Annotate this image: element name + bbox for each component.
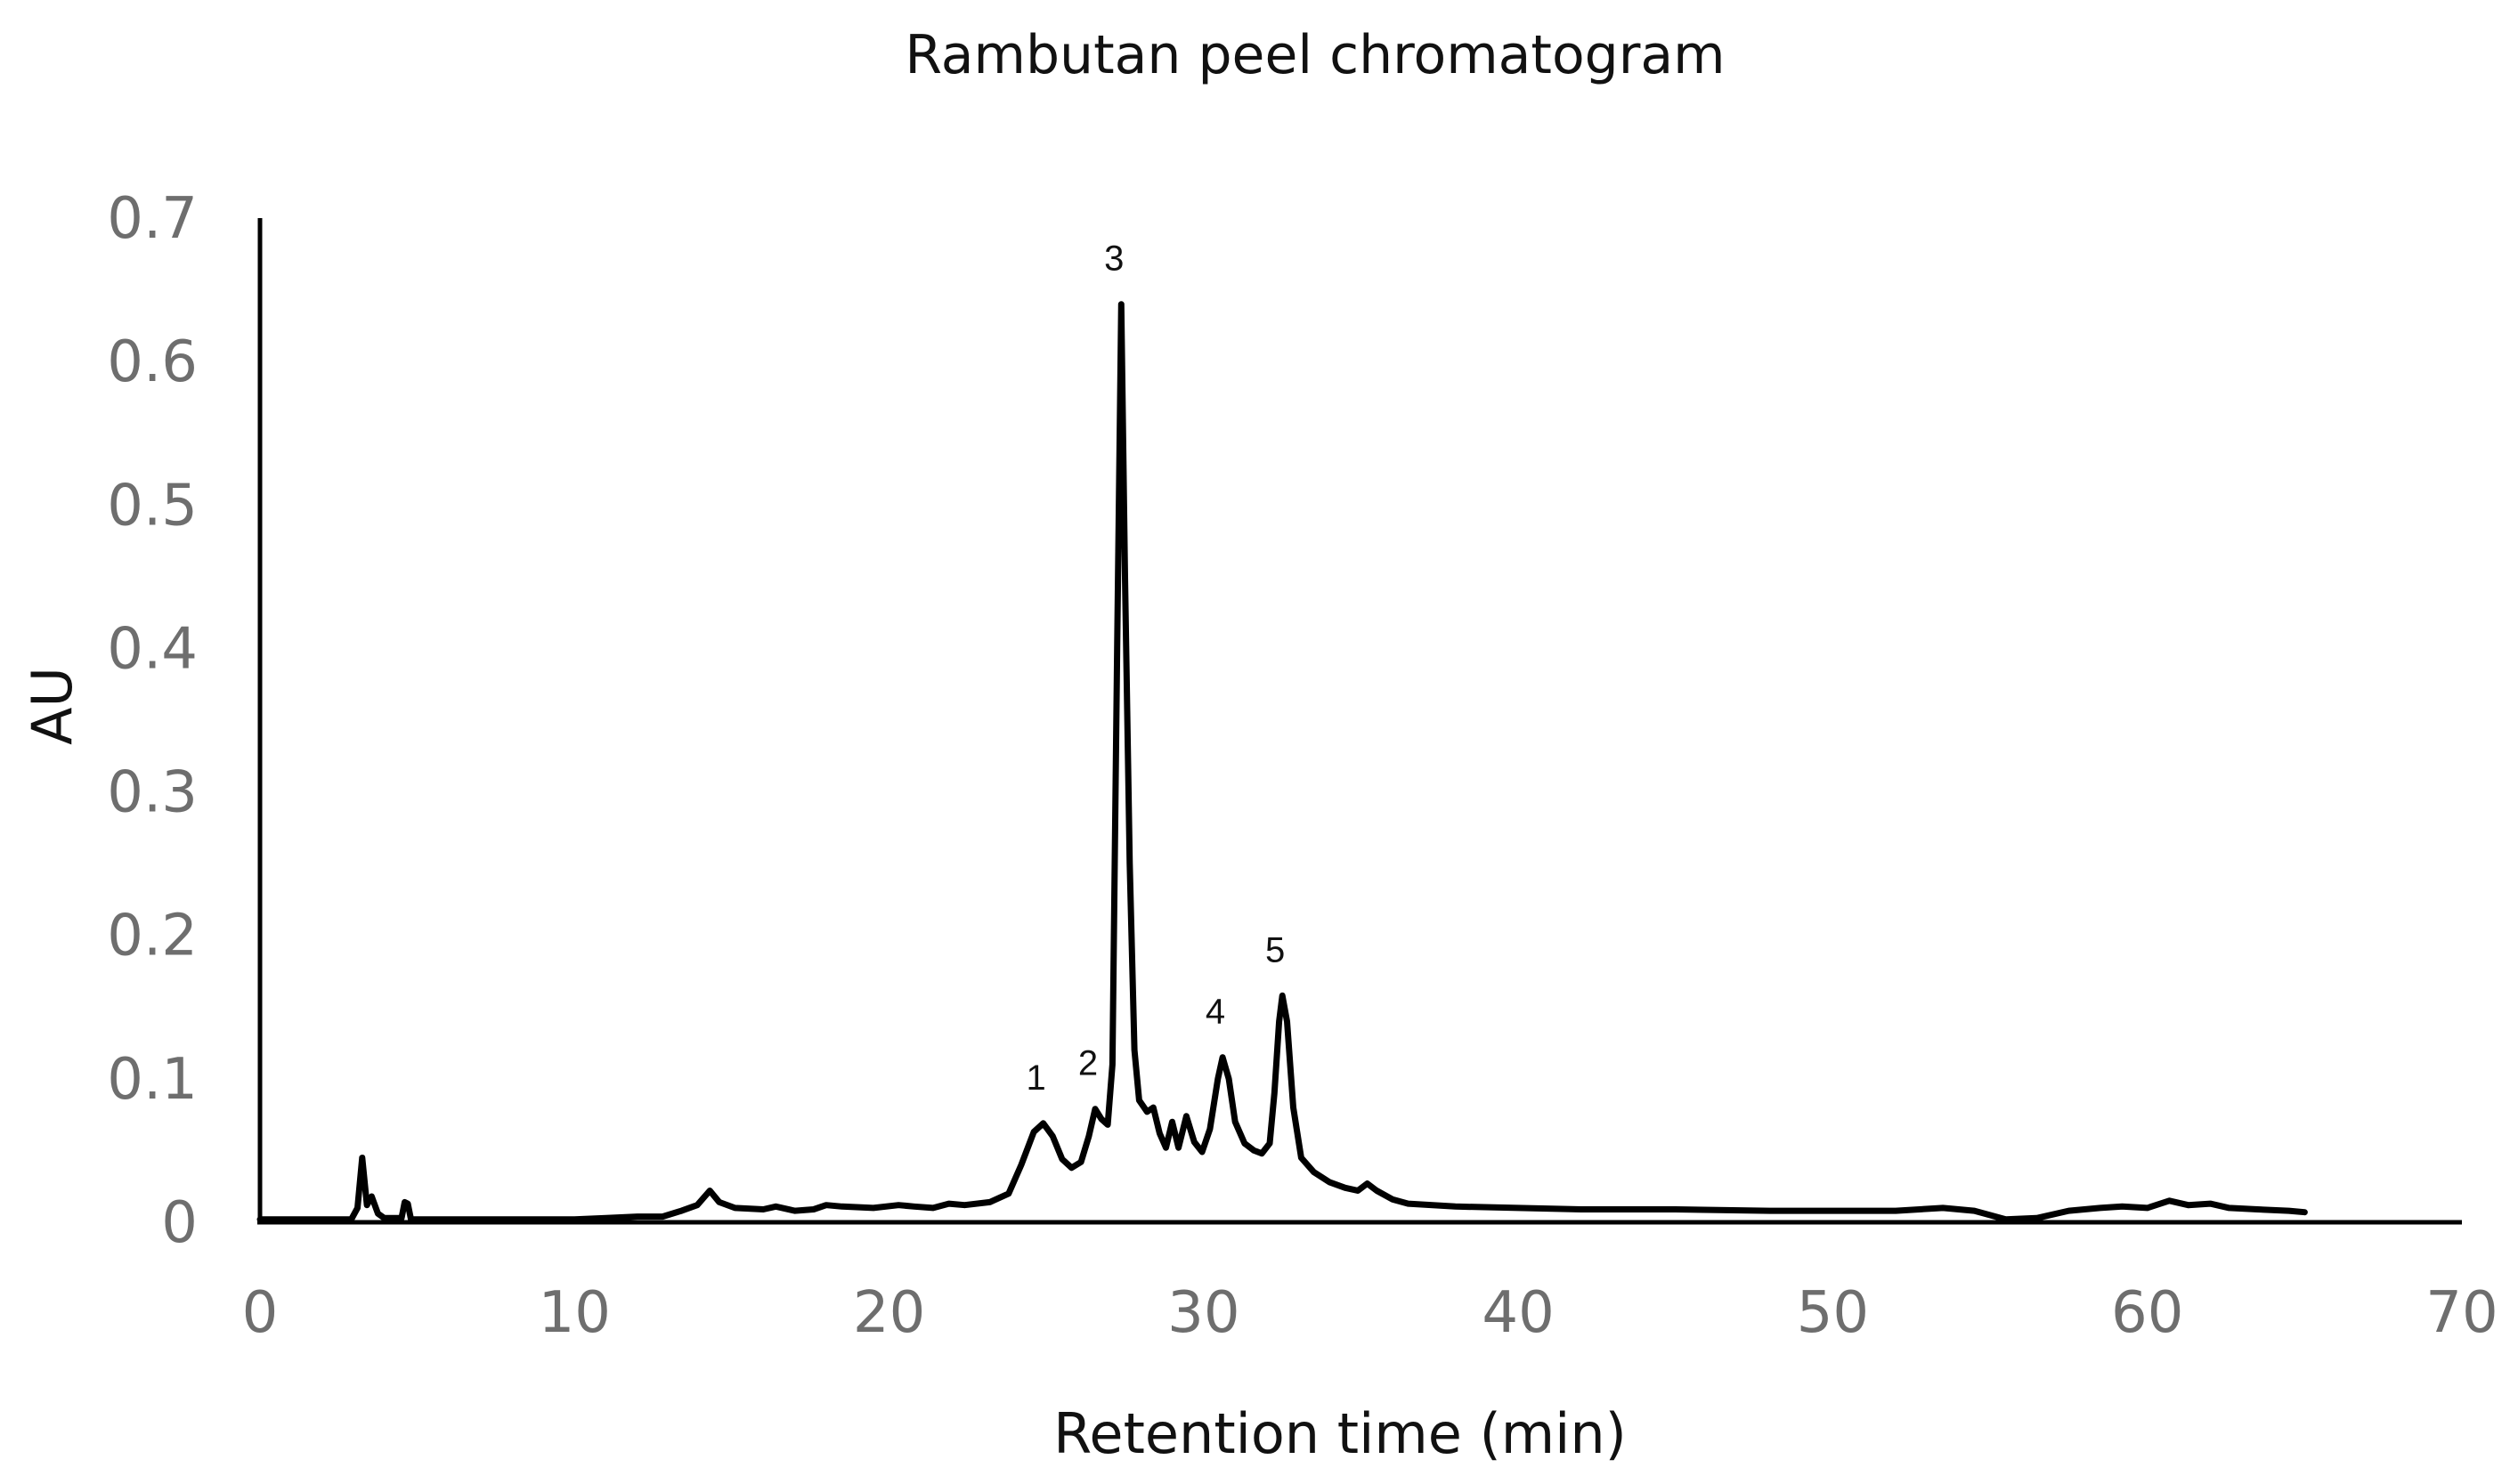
y-tick-label: 0 [161,1190,198,1256]
y-tick-label: 0.1 [107,1047,198,1113]
x-tick-label: 10 [539,1280,611,1346]
y-tick-label: 0.2 [107,904,198,969]
x-tick-label: 0 [242,1280,279,1346]
peak-labels: 1 2 3 4 5 [1027,239,1286,1098]
x-tick-label: 20 [853,1280,925,1346]
peak-label-5: 5 [1265,930,1285,969]
peak-label-1: 1 [1027,1058,1046,1098]
y-axis-tick-labels: 0 0.1 0.2 0.3 0.4 0.5 0.6 0.7 [107,186,198,1256]
peak-label-2: 2 [1078,1044,1098,1083]
y-axis-title: AU [20,667,85,745]
x-tick-label: 50 [1797,1280,1869,1346]
x-axis-title: Retention time (min) [1053,1401,1627,1466]
y-tick-label: 0.3 [107,760,198,826]
y-tick-label: 0.5 [107,473,198,539]
y-tick-label: 0.7 [107,186,198,252]
chart-title: Rambutan peel chromatogram [905,24,1725,86]
x-tick-label: 60 [2111,1280,2183,1346]
x-tick-label: 70 [2425,1280,2498,1346]
y-tick-label: 0.4 [107,616,198,682]
peak-label-3: 3 [1104,239,1124,279]
peak-label-4: 4 [1206,993,1225,1032]
chromatogram-series-line [256,301,2308,1223]
x-tick-label: 40 [1482,1280,1554,1346]
x-tick-label: 30 [1167,1280,1239,1346]
x-axis-tick-labels: 0 10 20 30 40 50 60 70 [242,1280,2498,1346]
y-tick-label: 0.6 [107,329,198,395]
